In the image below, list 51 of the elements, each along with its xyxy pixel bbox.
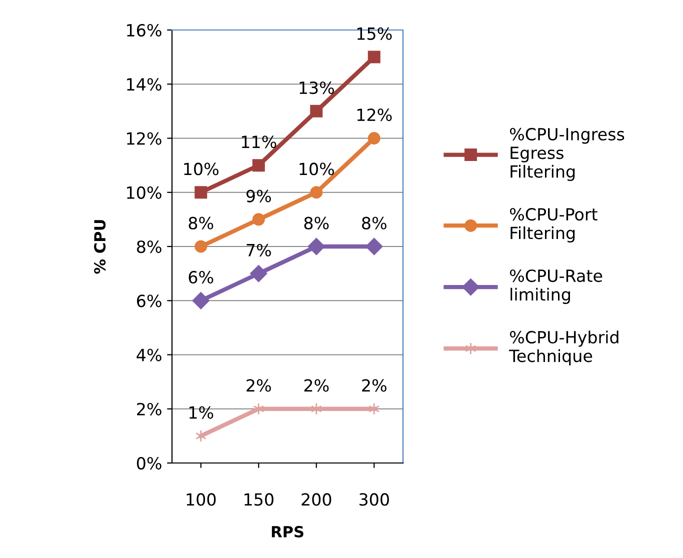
data-label: 15% xyxy=(357,27,392,40)
y-tick-label: 6% xyxy=(137,294,162,308)
data-label: 12% xyxy=(357,108,392,122)
data-label: 9% xyxy=(246,190,271,202)
data-label: 2% xyxy=(362,379,386,392)
point xyxy=(192,292,210,310)
point xyxy=(252,213,265,226)
data-label: 10% xyxy=(184,162,218,176)
data-label: 2% xyxy=(246,379,271,392)
point xyxy=(368,132,380,144)
data-label: 11% xyxy=(242,136,276,148)
data-label: 8% xyxy=(304,216,329,230)
data-label: 10% xyxy=(300,162,334,176)
y-tick-label: 14% xyxy=(127,78,162,91)
y-tick-label: 2% xyxy=(137,402,162,416)
point xyxy=(366,238,383,256)
point xyxy=(194,240,208,253)
y-tick-label: 4% xyxy=(136,348,162,362)
data-label: 13% xyxy=(300,81,334,94)
point xyxy=(368,50,380,64)
point xyxy=(310,186,323,199)
point xyxy=(250,265,268,282)
point xyxy=(195,430,206,442)
y-axis-title: % CPU xyxy=(94,220,106,274)
point xyxy=(308,238,325,256)
legend-label: %CPU-Ingress Egress Filtering xyxy=(510,128,624,182)
data-label: 8% xyxy=(362,216,386,230)
point xyxy=(252,159,265,172)
point xyxy=(368,402,380,416)
x-tick-label: 100 xyxy=(186,493,216,506)
data-label: 6% xyxy=(188,270,214,284)
y-tick-label: 12% xyxy=(127,132,162,145)
point xyxy=(310,402,322,416)
x-tick-label: 200 xyxy=(302,493,332,506)
data-label: 2% xyxy=(304,379,329,392)
point xyxy=(194,186,208,199)
x-tick-label: 300 xyxy=(359,493,389,506)
data-label: 1% xyxy=(189,406,214,419)
y-tick-label: 0% xyxy=(136,456,162,470)
legend-label: %CPU-Rate limiting xyxy=(510,269,602,304)
data-label: 7% xyxy=(246,244,271,256)
x-axis-title: RPS xyxy=(272,526,304,538)
point xyxy=(310,104,323,118)
y-tick-label: 10% xyxy=(127,186,162,199)
y-tick-label: 16% xyxy=(127,24,162,37)
x-tick-label: 150 xyxy=(244,493,274,506)
point xyxy=(253,402,264,416)
legend-label: %CPU-Port Filtering xyxy=(510,208,598,242)
data-label: 8% xyxy=(188,216,214,230)
y-tick-label: 8% xyxy=(136,240,162,254)
legend-label: %CPU-Hybrid Technique xyxy=(509,330,618,366)
